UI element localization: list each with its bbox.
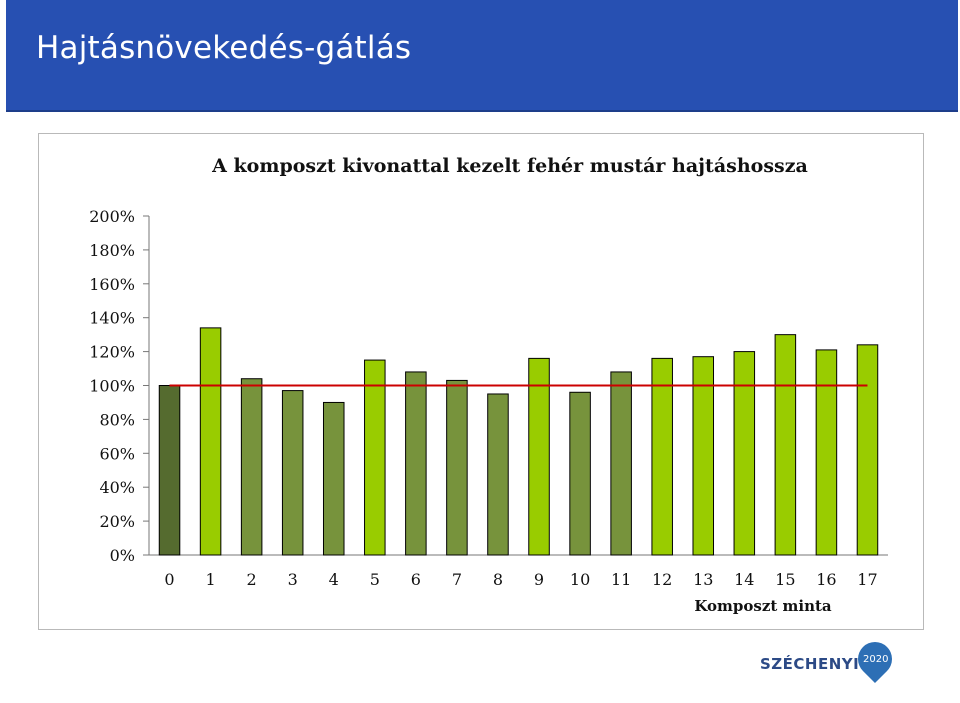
bar [364,359,386,556]
x-tick-label: 0 [164,570,174,589]
bar [240,378,263,556]
x-tick-label: 17 [857,570,877,589]
bar [692,356,715,556]
x-tick-label: 8 [493,570,503,589]
y-tick-label: 20% [99,512,135,531]
bar [733,351,756,556]
bar [158,385,181,556]
bar [281,390,304,556]
x-tick-label: 15 [775,570,795,589]
logo-year: 2020 [863,654,889,665]
bar [199,327,222,556]
x-tick-label: 1 [205,570,215,589]
logo-text: SZÉCHENYI [760,655,860,673]
x-tick-label: 2 [247,570,257,589]
header-bar: Hajtásnövekedés-gátlás [6,0,958,112]
x-axis-title: Komposzt minta [694,597,832,615]
bar [446,379,468,556]
y-tick-label: 80% [99,410,135,429]
y-tick-label: 180% [89,241,135,260]
bar [651,357,673,556]
bar [610,371,632,556]
x-tick-label: 6 [411,570,421,589]
chart-frame [38,133,924,630]
x-tick-label: 5 [370,570,380,589]
page-title: Hajtásnövekedés-gátlás [36,30,412,66]
x-tick-label: 14 [734,570,754,589]
y-tick-label: 140% [89,309,135,328]
x-tick-label: 11 [611,570,631,589]
bar [856,344,879,556]
bar [405,371,427,556]
y-tick-label: 100% [89,377,135,396]
x-tick-label: 13 [693,570,713,589]
szechenyi-logo: SZÉCHENYI 2020 [760,634,900,692]
bar [815,349,838,556]
x-tick-label: 12 [652,570,672,589]
bar [528,357,550,556]
x-tick-label: 4 [329,570,339,589]
y-tick-label: 60% [99,444,135,463]
x-tick-label: 3 [288,570,298,589]
y-tick-label: 0% [110,546,135,565]
chart-title: A komposzt kivonattal kezelt fehér mustá… [212,155,808,177]
bar [322,401,345,556]
y-tick-label: 160% [89,275,135,294]
x-tick-label: 10 [570,570,590,589]
y-tick-label: 40% [99,478,135,497]
y-tick-label: 200% [89,207,135,226]
x-tick-label: 16 [816,570,836,589]
bar [774,334,797,556]
y-tick-label: 120% [89,343,135,362]
x-tick-label: 7 [452,570,462,589]
bar [487,393,509,556]
bar [569,391,591,556]
x-tick-label: 9 [534,570,544,589]
